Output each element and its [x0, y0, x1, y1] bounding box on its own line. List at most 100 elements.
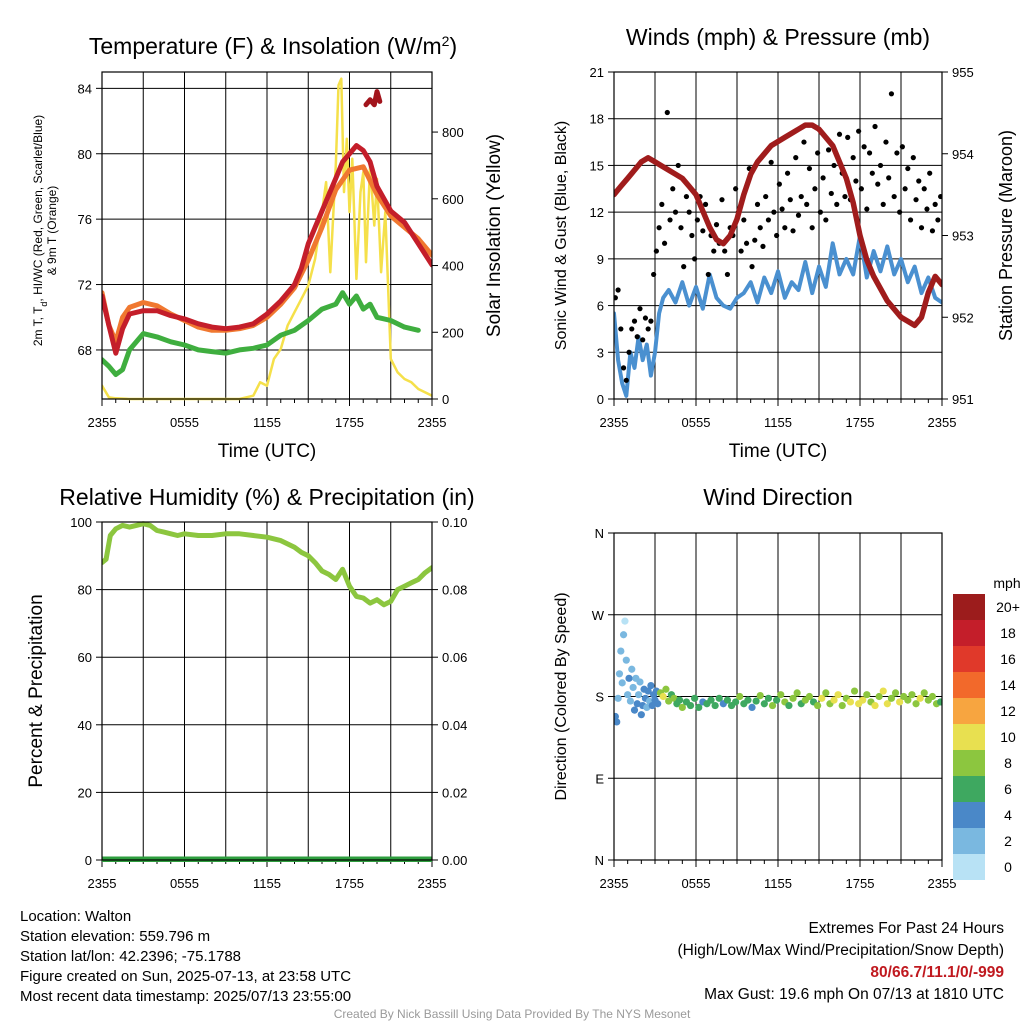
x-tick-label: 2355 [928, 415, 957, 430]
direction-point [748, 703, 756, 712]
y-axis-label: Percent & Precipitation [26, 594, 47, 787]
gust-point [801, 139, 807, 145]
direction-point [636, 678, 644, 686]
gust-point [894, 150, 900, 156]
gust-point [626, 349, 632, 355]
y-tick-label: 12 [590, 205, 604, 220]
direction-point [637, 711, 645, 719]
y-tick-label: E [595, 771, 604, 786]
gust-point [648, 318, 654, 324]
gust-point [820, 175, 826, 181]
direction-point [633, 700, 641, 708]
colorbar-swatch [953, 776, 985, 802]
gust-point [664, 109, 670, 116]
gust-point [763, 193, 769, 200]
gust-point [784, 170, 791, 176]
credit-text: Created By Nick Bassill Using Data Provi… [333, 1007, 691, 1021]
x-axis-label: Time (UTC) [729, 441, 828, 462]
direction-point [744, 696, 752, 704]
direction-point [614, 712, 619, 721]
gust-point [866, 150, 873, 156]
direction-point [937, 698, 942, 706]
plot-area [614, 617, 942, 726]
gust-point [929, 228, 936, 234]
gust-point [738, 248, 744, 254]
gust-point [825, 147, 832, 153]
y-right-tick-label: 200 [442, 325, 464, 340]
gust-point [798, 193, 804, 200]
chart-title: Relative Humidity (%) & Precipitation (i… [59, 484, 474, 510]
gust-point [918, 225, 925, 231]
direction-point [676, 696, 684, 704]
plot-area [614, 91, 942, 398]
gust-point [686, 209, 692, 215]
gust-point [897, 209, 903, 215]
gust-point [661, 240, 668, 246]
x-tick-label: 1755 [335, 415, 364, 430]
x-tick-label: 0555 [682, 415, 711, 430]
gust-point [888, 91, 895, 97]
gust-point [932, 201, 938, 207]
gust-point [774, 232, 780, 239]
y-axis-label-line2: & 9m T (Orange) [45, 186, 59, 276]
direction-point [644, 687, 652, 695]
gust-point [804, 201, 810, 207]
direction-point [691, 694, 699, 702]
gust-point [672, 209, 679, 215]
direction-point [805, 692, 814, 701]
gust-point [815, 150, 821, 156]
gust-point [749, 264, 755, 270]
direction-point [785, 701, 793, 710]
gust-point [916, 178, 922, 184]
series-line [614, 233, 942, 398]
colorbar-swatch [953, 854, 985, 880]
y-right-axis-label: Solar Insolation (Yellow) [484, 134, 505, 337]
direction-point [626, 697, 635, 705]
y-tick-label: 76 [78, 212, 92, 227]
direction-point [879, 687, 887, 695]
direction-point [904, 696, 912, 704]
colorbar-label: 4 [1004, 807, 1012, 823]
direction-point [773, 696, 781, 704]
gust-point [899, 144, 905, 150]
chart-winds: Winds (mph) & Pressure (mb) 0 3 6 9 12 15 18 21 9… [553, 24, 1016, 462]
y-tick-label: 3 [597, 345, 604, 360]
x-tick-label: 2355 [418, 415, 447, 430]
gust-point [869, 170, 875, 176]
colorbar-label: 18 [1000, 625, 1016, 641]
x-tick-label: 1155 [764, 876, 792, 891]
y-right-axis-label: Station Pressure (Maroon) [996, 130, 1016, 341]
direction-point [621, 617, 629, 625]
direction-point [814, 701, 822, 710]
x-tick-label: 2355 [88, 876, 117, 891]
y-right-tick-label: 0.04 [442, 718, 467, 733]
y-tick-label: 18 [590, 112, 604, 127]
gust-point [771, 209, 777, 215]
y-right-tick-label: 800 [442, 125, 464, 140]
direction-point [625, 674, 633, 682]
y-tick-label: 0 [597, 392, 604, 407]
extremes-block: Extremes For Past 24 Hours (High/Low/Max… [678, 918, 1005, 1006]
gust-point [883, 139, 889, 145]
direction-point [830, 696, 838, 704]
gust-point [757, 225, 763, 231]
gust-point [872, 123, 878, 130]
plot-frame [613, 532, 943, 861]
gust-point [913, 197, 919, 203]
y-tick-label: 0 [85, 853, 92, 868]
max-gust-text: Max Gust: 19.6 mph On 07/13 at 1810 UTC [704, 986, 1004, 1003]
gust-point [828, 190, 834, 197]
gust-point [806, 165, 813, 172]
series-line [614, 122, 942, 329]
direction-point [863, 691, 871, 699]
recent-data-text: Most recent data timestamp: 2025/07/13 2… [20, 988, 352, 1005]
y-tick-label: 60 [78, 650, 92, 665]
gust-point [845, 134, 851, 140]
extremes-values: 80/66.7/11.1/0/-999 [870, 964, 1004, 981]
gust-point [743, 240, 750, 246]
gust-point [834, 201, 840, 207]
y-right-tick-label: 0.00 [442, 853, 467, 868]
plot-frame [613, 71, 943, 400]
gust-point [667, 217, 673, 223]
direction-point [777, 691, 785, 699]
